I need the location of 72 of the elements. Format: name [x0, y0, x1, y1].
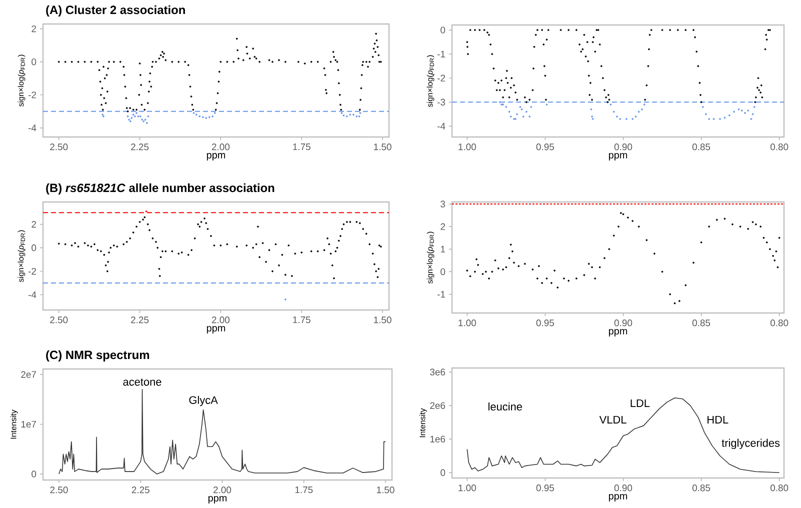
x-tick-label: 0.90: [614, 484, 632, 492]
x-tick-label: 2.25: [132, 486, 150, 494]
x-axis-title: ppm: [608, 494, 628, 502]
x-tick-label: 0.95: [536, 320, 554, 326]
annotation: LDL: [630, 399, 650, 407]
annotation: triglycerides: [722, 438, 780, 450]
y-tick-label: 0: [440, 469, 446, 476]
y-tick-label: 1: [440, 246, 446, 252]
x-tick-label: 1.00: [458, 144, 476, 150]
x-tick-label: 2.25: [131, 316, 149, 324]
y-tick-label: 1e6: [430, 436, 446, 442]
x-tick-label: 0.80: [770, 144, 788, 150]
x-tick-label: 1.00: [458, 484, 476, 492]
x-tick-label: 1.50: [374, 144, 392, 150]
x-tick-label: 0.90: [614, 144, 632, 150]
x-axis-title: ppm: [608, 329, 628, 336]
x-tick-label: 0.95: [536, 144, 554, 150]
y-tick-label: -1: [437, 50, 446, 58]
y-tick-label: -2: [437, 74, 446, 82]
annotation: HDL: [708, 416, 728, 424]
y-tick-label: 2: [32, 25, 36, 32]
y-tick-label: -4: [28, 124, 36, 132]
x-tick-label: 1.00: [458, 320, 476, 326]
x-tick-label: 1.75: [295, 486, 313, 494]
chart-title: (A) Cluster 2 association: [46, 5, 185, 17]
y-tick-label: -2: [28, 92, 36, 98]
annotation: VLDL: [599, 416, 626, 424]
x-tick-label: 0.80: [770, 484, 788, 492]
x-tick-label: 2.25: [131, 144, 149, 150]
x-axis-title: ppm: [608, 153, 628, 160]
x-axis-title: ppm: [206, 153, 226, 160]
annotation: leucine: [488, 402, 522, 411]
x-tick-label: 1.75: [293, 316, 310, 324]
x-tick-label: 0.85: [692, 144, 710, 150]
x-tick-label: 2.50: [50, 144, 68, 150]
x-tick-label: 1.50: [374, 316, 392, 324]
y-tick-label: 0: [440, 268, 446, 276]
x-tick-label: 0.85: [692, 484, 710, 492]
y-tick-label: 0: [32, 58, 36, 66]
x-tick-label: 0.95: [536, 484, 554, 492]
x-tick-label: 2.50: [50, 486, 68, 494]
y-tick-label: -1: [437, 291, 446, 298]
y-tick-label: 3e6: [430, 368, 446, 376]
x-axis-title: ppm: [208, 496, 227, 504]
y-tick-label: 2: [32, 221, 36, 228]
y-tick-label: 1e7: [21, 420, 36, 428]
y-tick-label: -2: [28, 268, 36, 275]
x-tick-label: 2.50: [50, 316, 68, 324]
y-tick-label: 2e7: [21, 371, 36, 378]
y-tick-label: -4: [28, 291, 36, 298]
y-tick-label: 2e6: [430, 402, 446, 409]
y-tick-label: -4: [437, 122, 446, 130]
y-tick-label: 0: [32, 244, 36, 252]
y-tick-label: 0: [440, 26, 446, 34]
x-tick-label: 0.85: [692, 320, 710, 326]
y-tick-label: 0: [32, 470, 36, 478]
x-tick-label: 2.00: [213, 486, 232, 494]
y-tick-label: 3: [440, 200, 446, 208]
y-tick-label: -3: [437, 98, 446, 106]
x-axis-title: ppm: [206, 326, 226, 334]
chart-title: (B) rs651821C allele number association: [46, 183, 274, 195]
line-series: [466, 397, 780, 474]
x-tick-label: 1.50: [376, 486, 394, 494]
x-tick-label: 0.80: [770, 320, 788, 326]
x-tick-label: 0.90: [614, 320, 632, 326]
annotation: GlycA: [189, 396, 218, 406]
chart-title: (C) NMR spectrum: [46, 350, 150, 362]
y-tick-label: 2: [440, 223, 446, 230]
annotation: acetone: [123, 378, 162, 386]
x-tick-label: 2.00: [212, 316, 230, 324]
x-tick-label: 2.00: [212, 144, 230, 150]
x-tick-label: 1.75: [293, 144, 310, 150]
